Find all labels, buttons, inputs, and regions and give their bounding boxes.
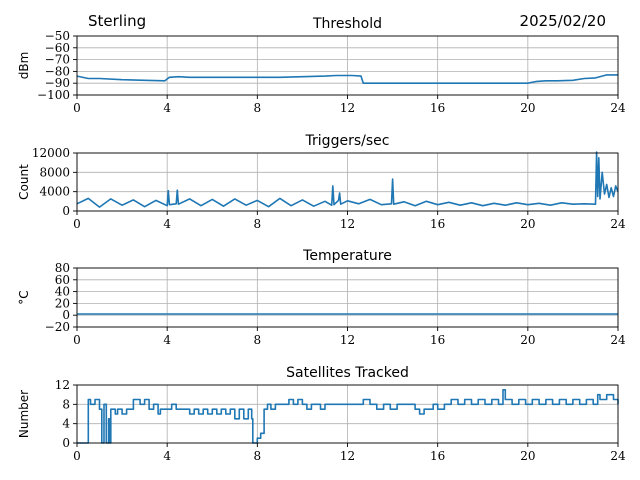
x-tick-label: 0: [73, 101, 81, 115]
y-tick-label: 4000: [39, 185, 70, 199]
x-tick-label: 20: [520, 217, 535, 231]
x-tick-label: 20: [520, 333, 535, 347]
y-axis-label: Count: [17, 164, 31, 200]
chart-panel-satellites-tracked: 0 4 8 12 16 20 24 0 4 8 12 Satellites Tracked Number: [17, 365, 626, 463]
y-axis-label: Number: [17, 390, 31, 438]
y-tick-label: 0: [62, 308, 70, 322]
y-tick-label: −80: [45, 64, 70, 78]
series-line-triggers-sec: [76, 151, 619, 208]
x-tick-label: 8: [254, 217, 262, 231]
series-line-threshold: [76, 74, 618, 84]
x-tick-label: 20: [520, 449, 535, 463]
x-tick-label: 24: [610, 449, 626, 463]
y-tick-label: 12: [55, 378, 70, 392]
x-tick-label: 24: [610, 333, 626, 347]
y-tick-label: 8000: [39, 165, 70, 179]
y-tick-label: 20: [55, 296, 70, 310]
x-tick-label: 16: [430, 101, 445, 115]
y-tick-label: −50: [45, 29, 70, 43]
x-tick-label: 16: [430, 217, 445, 231]
y-tick-label: −60: [45, 41, 70, 55]
x-tick-label: 4: [163, 449, 171, 463]
x-tick-label: 4: [163, 217, 171, 231]
x-tick-label: 24: [610, 101, 626, 115]
x-tick-label: 12: [340, 449, 355, 463]
y-tick-label: −20: [45, 320, 70, 334]
y-tick-label: 40: [55, 285, 70, 299]
x-tick-label: 8: [254, 449, 262, 463]
y-axis-label: dBm: [17, 52, 31, 80]
y-tick-label: −70: [45, 53, 70, 67]
x-tick-label: 12: [340, 101, 355, 115]
chart-title: Triggers/sec: [305, 133, 390, 149]
y-tick-label: −90: [45, 76, 70, 90]
x-tick-label: 0: [73, 449, 81, 463]
x-tick-label: 16: [430, 333, 445, 347]
x-tick-label: 16: [430, 449, 445, 463]
x-tick-label: 0: [73, 217, 81, 231]
chart-panel-threshold: 0 4 8 12 16 20 24 −100−90−80−70−60−50 Threshold d…: [17, 16, 626, 115]
chart-title: Temperature: [302, 248, 392, 264]
y-tick-label: 0: [62, 436, 70, 450]
x-tick-label: 20: [520, 101, 535, 115]
x-tick-label: 12: [340, 217, 355, 231]
y-tick-label: −100: [37, 88, 70, 102]
x-tick-label: 4: [163, 101, 171, 115]
y-tick-label: 12000: [32, 146, 70, 160]
y-tick-label: 0: [62, 204, 70, 218]
x-tick-label: 8: [254, 333, 262, 347]
y-tick-label: 8: [62, 397, 70, 411]
y-axis-label: °C: [17, 290, 31, 304]
x-tick-label: 0: [73, 333, 81, 347]
x-tick-label: 24: [610, 217, 626, 231]
chart-panel-triggers-sec: 0 4 8 12 16 20 24 0 4000 8000 12000 Triggers/sec Cou…: [17, 133, 626, 231]
chart-title: Threshold: [312, 16, 382, 32]
station-name: Sterling: [88, 12, 147, 30]
x-tick-label: 4: [163, 333, 171, 347]
chart-title: Satellites Tracked: [286, 365, 409, 381]
y-tick-label: 60: [55, 273, 70, 287]
x-tick-label: 12: [340, 333, 355, 347]
x-tick-label: 8: [254, 101, 262, 115]
y-tick-label: 80: [55, 261, 70, 275]
report-date: 2025/02/20: [519, 12, 606, 30]
series-line-satellites-tracked: [77, 389, 619, 444]
y-tick-label: 4: [62, 417, 70, 431]
